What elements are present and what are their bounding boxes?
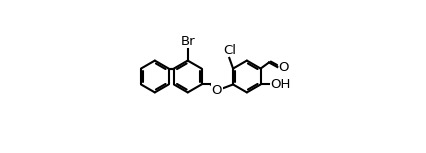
Text: Cl: Cl: [222, 44, 235, 57]
Text: Br: Br: [180, 35, 195, 49]
Text: OH: OH: [270, 78, 290, 91]
Text: O: O: [278, 61, 288, 74]
Text: O: O: [211, 84, 222, 97]
